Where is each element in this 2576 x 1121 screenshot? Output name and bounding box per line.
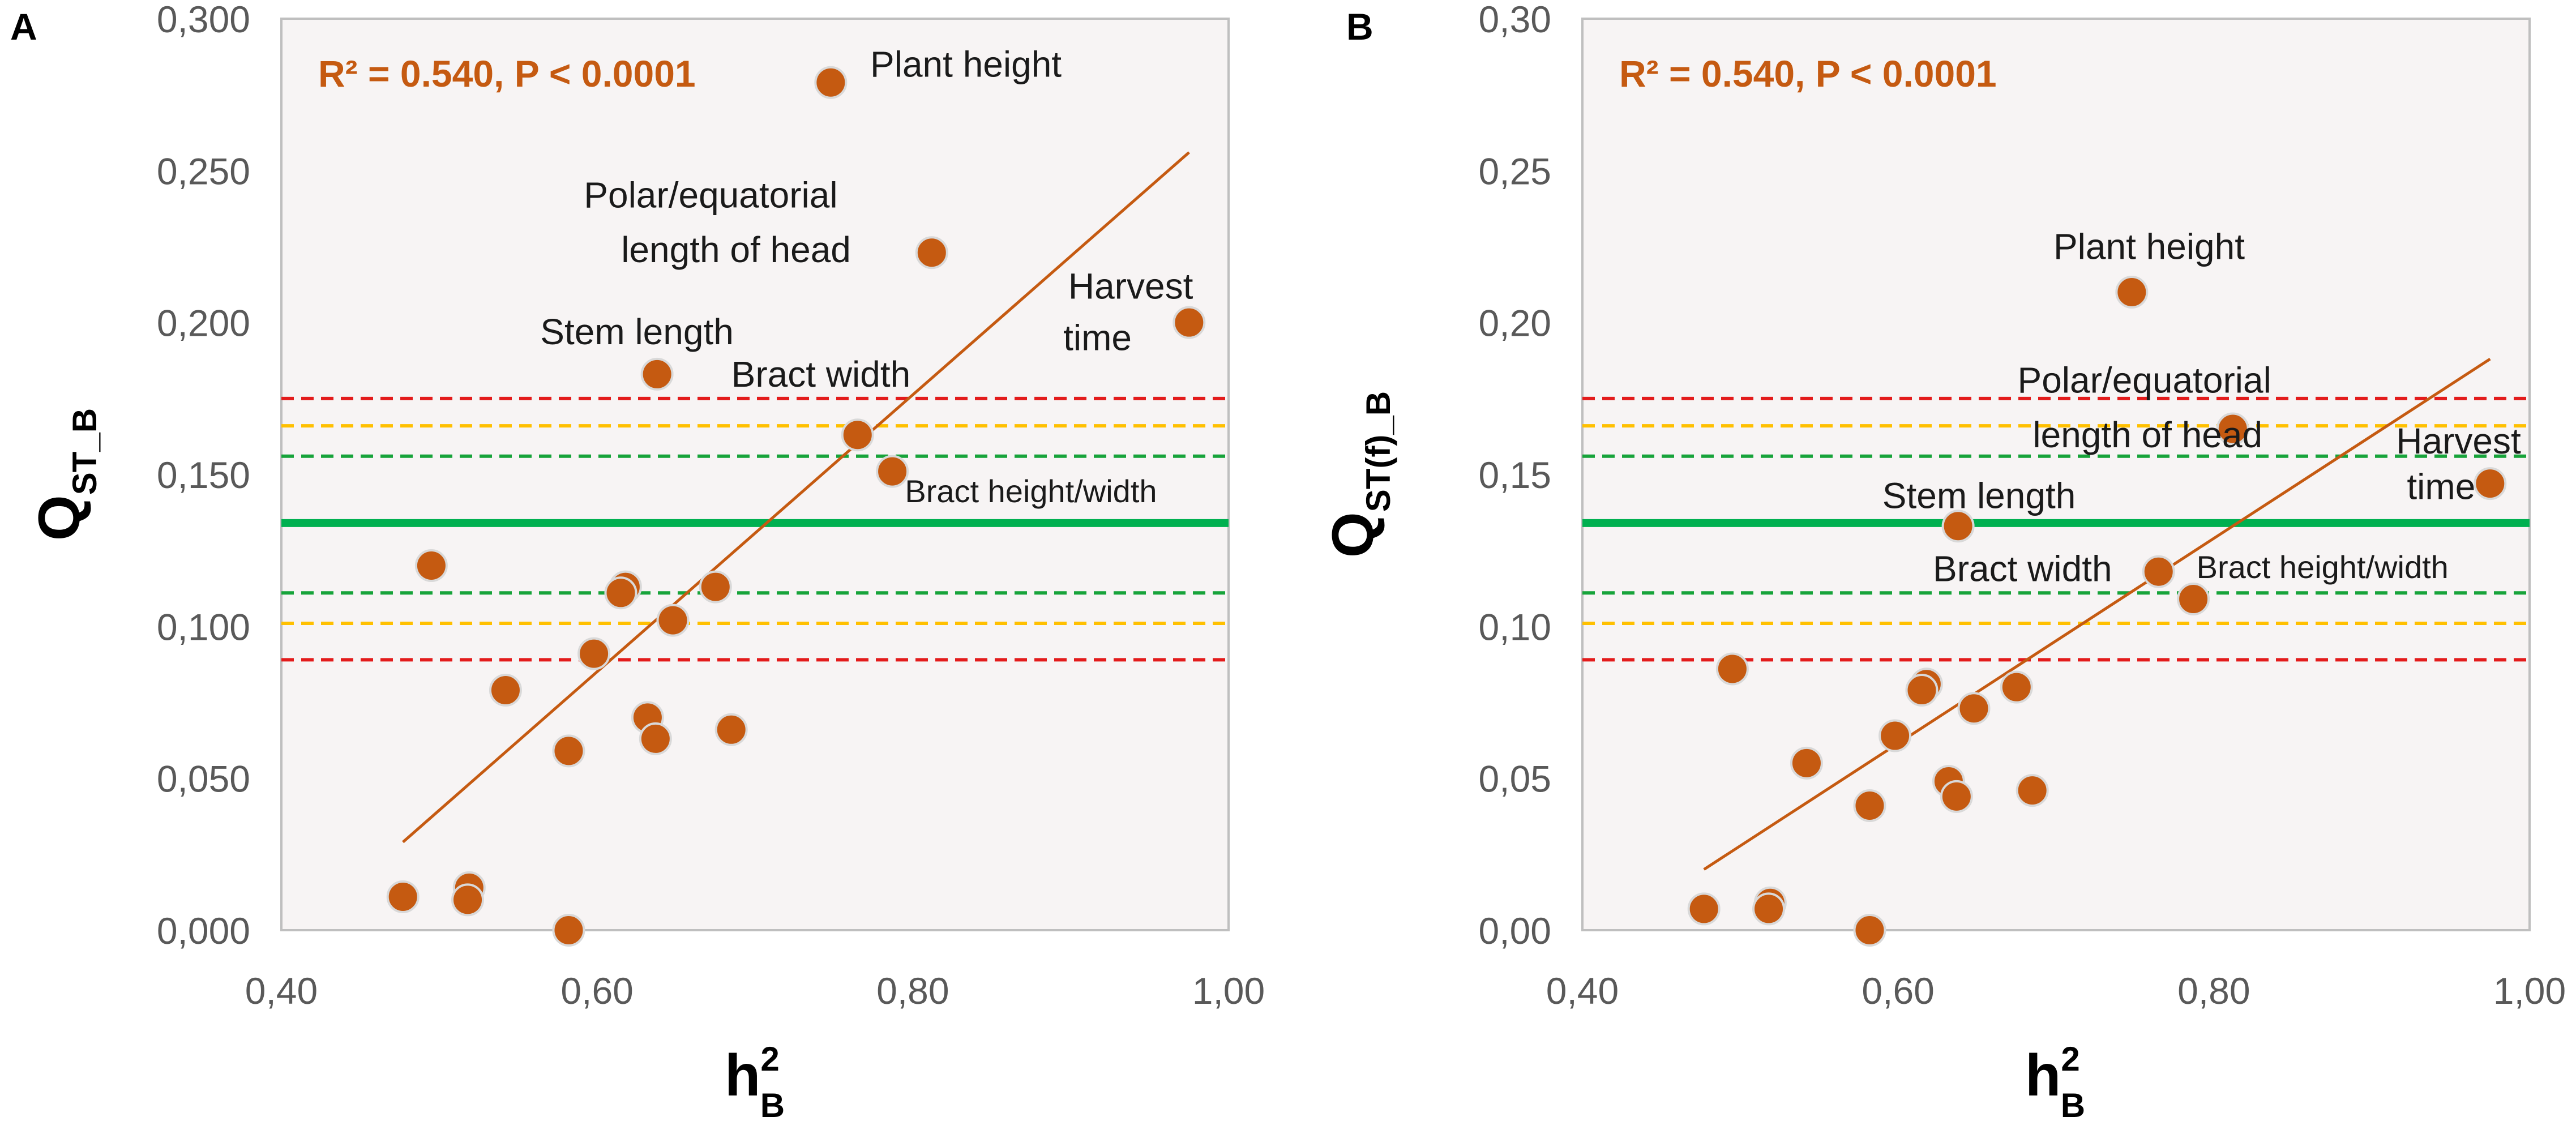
- x-axis-title-superscript: 2: [2061, 1040, 2079, 1078]
- y-tick-label: 0,10: [1479, 606, 1551, 648]
- x-tick-label: 0,60: [560, 970, 633, 1012]
- data-point: [2142, 555, 2175, 588]
- y-tick-label: 0,300: [157, 0, 250, 40]
- data-point: [577, 637, 611, 670]
- data-point: [414, 549, 448, 582]
- data-point: [2177, 583, 2210, 616]
- data-point: [2115, 276, 2149, 309]
- y-axis-title-main: Q: [27, 495, 92, 541]
- data-point: [1853, 914, 1886, 947]
- y-axis-title-main: Q: [1320, 512, 1386, 558]
- x-tick-label: 0,40: [1546, 970, 1619, 1012]
- point-label: Plant height: [2053, 226, 2245, 267]
- point-label: Harvest: [2396, 421, 2521, 461]
- data-point: [656, 604, 690, 637]
- data-point: [639, 722, 672, 755]
- data-point: [1687, 892, 1721, 926]
- trend-line: [402, 151, 1190, 844]
- x-axis-title-superscript: 2: [760, 1040, 779, 1078]
- point-label: Bract width: [731, 354, 911, 395]
- y-tick-label: 0,00: [1479, 910, 1551, 952]
- r-squared-annotation: R² = 0.540, P < 0.0001: [318, 53, 696, 95]
- y-tick-label: 0,000: [157, 910, 250, 952]
- y-axis-title-subscript: ST(f)_B: [1359, 391, 1397, 512]
- x-tick-label: 1,00: [2493, 970, 2566, 1012]
- y-tick-label: 0,15: [1479, 454, 1551, 496]
- r-squared-annotation: R² = 0.540, P < 0.0001: [1619, 53, 1997, 95]
- y-tick-label: 0,150: [157, 454, 250, 496]
- data-point: [841, 418, 874, 452]
- data-point: [1752, 892, 1786, 926]
- data-point: [2216, 412, 2249, 446]
- y-tick-label: 0,05: [1479, 758, 1551, 800]
- data-point: [714, 713, 748, 746]
- data-point: [915, 236, 948, 269]
- data-point: [1957, 692, 1991, 725]
- point-label: Stem length: [540, 311, 734, 352]
- data-point: [1173, 306, 1206, 339]
- point-label: time: [1063, 318, 1132, 358]
- point-label: time: [2407, 466, 2475, 507]
- point-label: Plant height: [870, 44, 1062, 85]
- data-point: [1715, 652, 1749, 686]
- x-axis-title-main: h: [2025, 1043, 2061, 1109]
- data-point: [1940, 780, 1973, 813]
- x-tick-label: 0,80: [2177, 970, 2250, 1012]
- data-point: [814, 66, 848, 99]
- y-axis-title-subscript: ST_B: [66, 408, 104, 495]
- panel-label: A: [10, 6, 37, 48]
- data-point: [451, 883, 485, 917]
- y-tick-label: 0,200: [157, 302, 250, 344]
- y-axis-title: QST(f)_B: [1320, 391, 1397, 558]
- point-label: Bract width: [1933, 548, 2112, 589]
- x-axis-title-main: h: [725, 1043, 761, 1109]
- data-point: [2000, 670, 2033, 704]
- point-label: Harvest: [1068, 266, 1193, 306]
- data-point: [2474, 467, 2507, 500]
- data-point: [640, 357, 674, 391]
- data-point: [1941, 510, 1975, 543]
- data-point: [604, 576, 637, 610]
- data-point: [1878, 719, 1912, 752]
- x-tick-label: 0,40: [245, 970, 318, 1012]
- y-tick-label: 0,20: [1479, 302, 1551, 344]
- x-axis-title-subscript: B: [760, 1086, 785, 1121]
- point-label: Polar/equatorial: [584, 174, 837, 215]
- data-point: [699, 570, 732, 604]
- point-label: Bract height/width: [2197, 549, 2449, 585]
- point-label: Bract height/width: [905, 473, 1157, 509]
- point-label: length of head: [2032, 414, 2262, 455]
- data-point: [1853, 789, 1886, 822]
- data-point: [1790, 746, 1823, 780]
- y-tick-label: 0,050: [157, 758, 250, 800]
- y-tick-label: 0,30: [1479, 0, 1551, 40]
- plot-area: [1581, 18, 2531, 931]
- y-tick-label: 0,250: [157, 150, 250, 192]
- x-axis-title-subscript: B: [2061, 1086, 2085, 1121]
- x-tick-label: 1,00: [1192, 970, 1265, 1012]
- data-point: [386, 880, 420, 913]
- data-point: [876, 455, 909, 488]
- y-tick-label: 0,25: [1479, 150, 1551, 192]
- x-axis-title: h2 B: [725, 1040, 785, 1121]
- chart-panel-a: 0,000 0,050 0,100 0,150 0,200 0,250 0,300 0,40 0…: [10, 0, 1265, 1121]
- panel-label: B: [1346, 6, 1373, 48]
- y-axis-title: QST_B: [27, 408, 104, 541]
- trend-line: [1703, 357, 2491, 871]
- data-point: [2016, 774, 2049, 807]
- y-tick-label: 0,100: [157, 606, 250, 648]
- point-label: Stem length: [1882, 476, 2076, 516]
- x-tick-label: 0,80: [876, 970, 949, 1012]
- data-point: [552, 914, 585, 947]
- plot-area: [280, 18, 1230, 931]
- data-point: [1905, 674, 1939, 707]
- chart-panel-b: 0,00 0,05 0,10 0,15 0,20 0,25 0,30 0,40 0,60 0,80…: [1320, 0, 2566, 1121]
- data-point: [552, 734, 585, 768]
- point-label: length of head: [621, 229, 851, 270]
- x-axis-title: h2 B: [2025, 1040, 2085, 1121]
- point-label: Polar/equatorial: [2018, 360, 2271, 401]
- data-point: [489, 674, 522, 707]
- x-tick-label: 0,60: [1862, 970, 1934, 1012]
